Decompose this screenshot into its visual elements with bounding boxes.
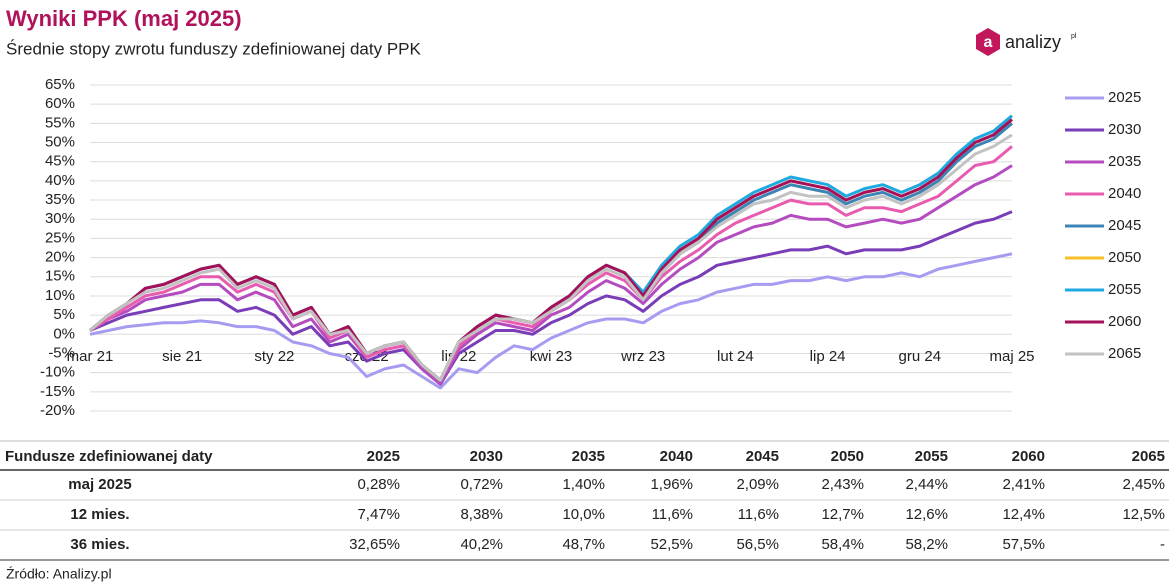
y-tick-label: 10% [45, 287, 75, 304]
source: Źródło: Analizy.pl [6, 566, 112, 582]
legend-label: 2055 [1108, 281, 1141, 298]
legend-label: 2030 [1108, 121, 1141, 138]
table-header: 2065 [1132, 448, 1165, 465]
logo-icon [976, 28, 1000, 56]
data-line [89, 145, 1013, 382]
table-header: 2045 [746, 448, 779, 465]
x-tick-label: lut 24 [717, 348, 754, 365]
legend-label: 2050 [1108, 249, 1141, 266]
data-line [89, 114, 1013, 382]
table-cell: 2,45% [1122, 476, 1165, 493]
y-tick-label: 35% [45, 191, 75, 208]
table-header: 2040 [660, 448, 693, 465]
table-cell: 58,4% [821, 536, 864, 553]
y-tick-label: 20% [45, 249, 75, 266]
table-cell: 1,40% [562, 476, 605, 493]
logo-text: analizy [1005, 32, 1061, 52]
y-tick-label: -20% [40, 402, 75, 419]
table-cell: 1,96% [650, 476, 693, 493]
y-tick-label: -15% [40, 383, 75, 400]
table-cell: 12,7% [821, 506, 864, 523]
table-header: 2055 [915, 448, 948, 465]
x-tick-label: gru 24 [899, 348, 942, 365]
table-header: 2060 [1012, 448, 1045, 465]
table-row-label: maj 2025 [68, 476, 131, 493]
data-line [89, 210, 1013, 386]
table-cell: 12,4% [1002, 506, 1045, 523]
data-line [89, 164, 1013, 386]
x-tick-label: sie 21 [162, 348, 202, 365]
x-tick-label: lip 24 [810, 348, 846, 365]
table-cell: 48,7% [562, 536, 605, 553]
logo-suffix: pl [1071, 33, 1077, 40]
legend-label: 2035 [1108, 153, 1141, 170]
table-header: 2035 [572, 448, 605, 465]
table-cell: 52,5% [650, 536, 693, 553]
legend-label: 2045 [1108, 217, 1141, 234]
y-tick-label: 65% [45, 76, 75, 93]
y-tick-label: 25% [45, 229, 75, 246]
legend-label: 2040 [1108, 185, 1141, 202]
x-tick-label: sty 22 [254, 348, 294, 365]
data-line [89, 252, 1013, 390]
table-header: 2025 [367, 448, 400, 465]
y-tick-label: 45% [45, 153, 75, 170]
x-tick-label: kwi 23 [530, 348, 573, 365]
y-tick-label: 50% [45, 133, 75, 150]
y-tick-label: 55% [45, 114, 75, 131]
x-tick-label: mar 21 [67, 348, 114, 365]
y-tick-label: 40% [45, 172, 75, 189]
legend-label: 2065 [1108, 345, 1141, 362]
y-tick-label: -10% [40, 364, 75, 381]
data-line [89, 118, 1013, 382]
table-header: 2050 [831, 448, 864, 465]
logo: a analizy pl [976, 28, 1077, 56]
y-tick-label: 0% [53, 325, 75, 342]
table-header: Fundusze zdefiniowanej daty [5, 448, 213, 465]
table-cell: 11,6% [738, 506, 779, 523]
table-cell: 32,65% [349, 536, 400, 553]
table-cell: 10,0% [562, 506, 605, 523]
table-header: 2030 [470, 448, 503, 465]
y-tick-label: -5% [48, 344, 75, 361]
subtitle: Średnie stopy zwrotu funduszy zdefiniowa… [6, 39, 422, 58]
table-cell: 2,41% [1002, 476, 1045, 493]
table-cell: 2,09% [736, 476, 779, 493]
y-tick-label: 30% [45, 210, 75, 227]
table-cell: - [1160, 536, 1165, 553]
table-cell: 0,28% [357, 476, 400, 493]
table-cell: 8,38% [460, 506, 503, 523]
logo-icon-letter: a [984, 34, 993, 51]
table-cell: 58,2% [905, 536, 948, 553]
title: Wyniki PPK (maj 2025) [6, 6, 242, 31]
legend-label: 2025 [1108, 89, 1141, 106]
x-tick-label: wrz 23 [620, 348, 665, 365]
table-cell: 12,6% [905, 506, 948, 523]
data-line [89, 133, 1013, 382]
table-cell: 2,43% [821, 476, 864, 493]
y-tick-label: 60% [45, 95, 75, 112]
y-tick-label: 15% [45, 268, 75, 285]
legend-label: 2060 [1108, 313, 1141, 330]
table-cell: 12,5% [1122, 506, 1165, 523]
table-cell: 2,44% [905, 476, 948, 493]
x-tick-label: maj 25 [989, 348, 1034, 365]
table-cell: 57,5% [1002, 536, 1045, 553]
table-row-label: 12 mies. [70, 506, 129, 523]
table-cell: 40,2% [460, 536, 503, 553]
table-row-label: 36 mies. [70, 536, 129, 553]
y-tick-label: 5% [53, 306, 75, 323]
table-cell: 7,47% [357, 506, 400, 523]
table-cell: 0,72% [460, 476, 503, 493]
table-cell: 11,6% [652, 506, 693, 523]
table-cell: 56,5% [736, 536, 779, 553]
